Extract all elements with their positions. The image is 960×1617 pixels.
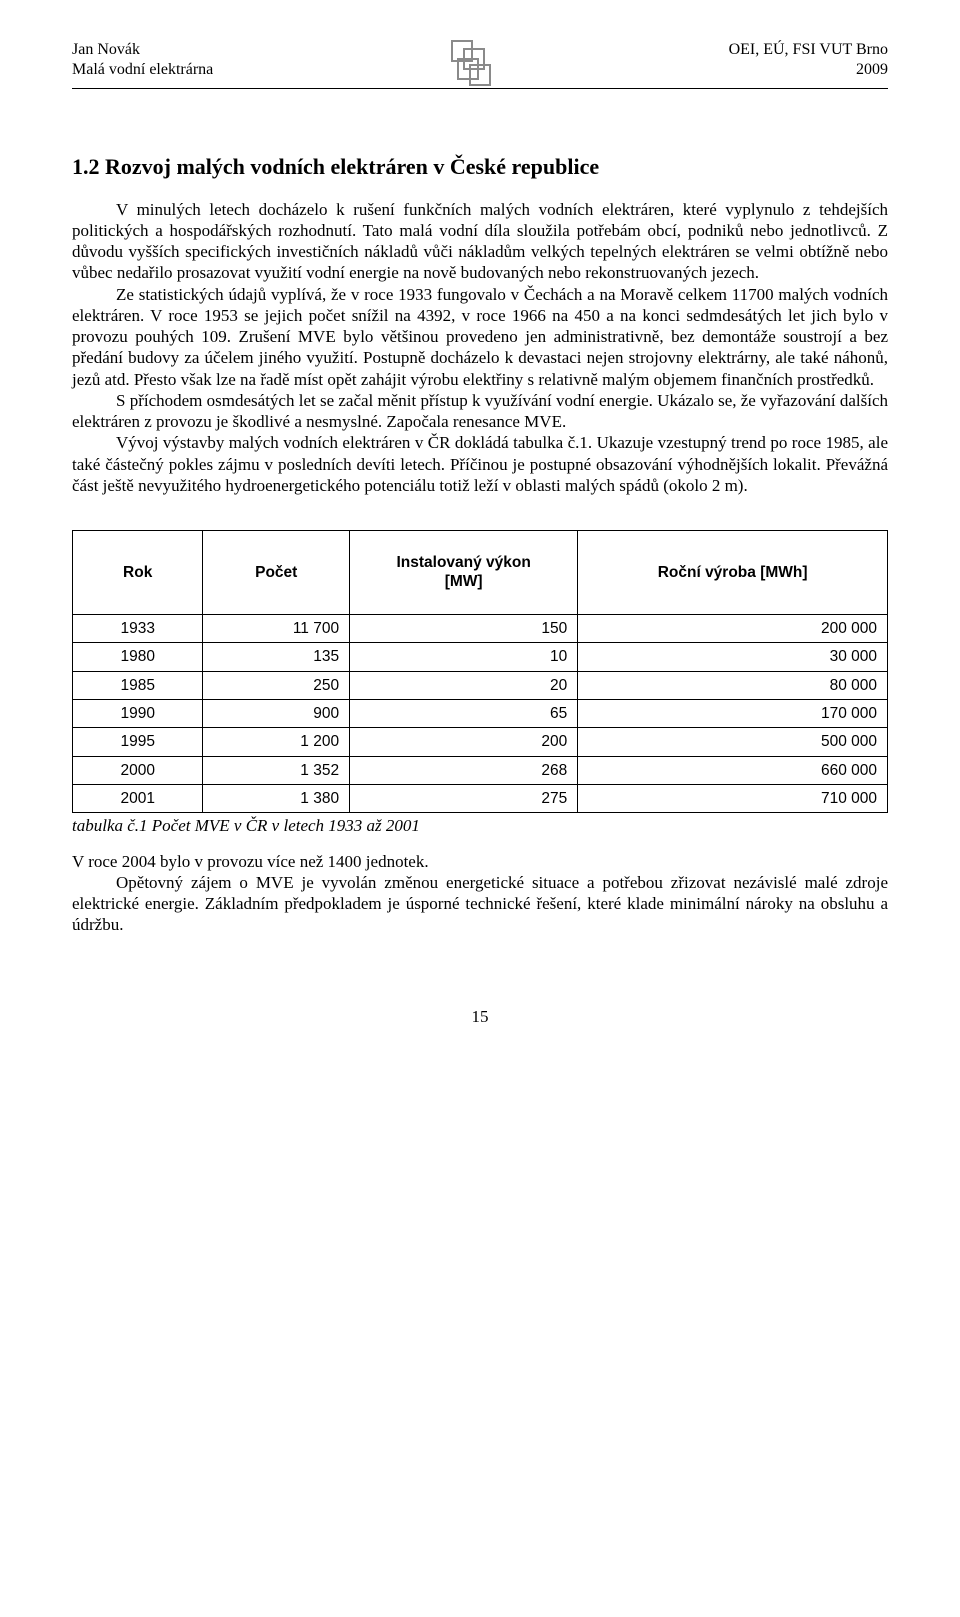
table-row: 19951 200200500 000	[73, 728, 888, 756]
table-row: 193311 700150200 000	[73, 614, 888, 642]
table-row: 20001 352268660 000	[73, 756, 888, 784]
table-cell: 1933	[73, 614, 203, 642]
table-cell: 1985	[73, 671, 203, 699]
table-cell: 80 000	[578, 671, 888, 699]
header-year: 2009	[729, 60, 888, 80]
table-cell: 660 000	[578, 756, 888, 784]
paragraph-1: V minulých letech docházelo k rušení fun…	[72, 199, 888, 284]
table-row: 19801351030 000	[73, 643, 888, 671]
table-header-cell: Počet	[203, 531, 350, 615]
table-cell: 2000	[73, 756, 203, 784]
header-title: Malá vodní elektrárna	[72, 60, 213, 80]
table-cell: 65	[350, 699, 578, 727]
header-logo	[451, 40, 491, 84]
table-cell: 275	[350, 785, 578, 813]
table-cell: 1 352	[203, 756, 350, 784]
table-cell: 135	[203, 643, 350, 671]
after-table-line: V roce 2004 bylo v provozu více než 1400…	[72, 851, 888, 872]
table-head: RokPočetInstalovaný výkon[MW]Roční výrob…	[73, 531, 888, 615]
table-cell: 1980	[73, 643, 203, 671]
table-row: 199090065170 000	[73, 699, 888, 727]
table-body: 193311 700150200 00019801351030 00019852…	[73, 614, 888, 813]
header-author: Jan Novák	[72, 40, 213, 60]
header-institution: OEI, EÚ, FSI VUT Brno	[729, 40, 888, 60]
mve-table: RokPočetInstalovaný výkon[MW]Roční výrob…	[72, 530, 888, 813]
table-cell: 200	[350, 728, 578, 756]
table-cell: 1 200	[203, 728, 350, 756]
table-cell: 710 000	[578, 785, 888, 813]
table-caption: tabulka č.1 Počet MVE v ČR v letech 1933…	[72, 815, 888, 836]
section-heading: 1.2 Rozvoj malých vodních elektráren v Č…	[72, 153, 888, 181]
page-header: Jan Novák Malá vodní elektrárna OEI, EÚ,…	[72, 40, 888, 89]
fsi-logo-icon	[451, 40, 491, 84]
paragraph-3: S příchodem osmdesátých let se začal měn…	[72, 390, 888, 433]
table-cell: 11 700	[203, 614, 350, 642]
table-cell: 20	[350, 671, 578, 699]
table-row: 20011 380275710 000	[73, 785, 888, 813]
table-cell: 200 000	[578, 614, 888, 642]
paragraph-5: Opětovný zájem o MVE je vyvolán změnou e…	[72, 872, 888, 936]
table-cell: 2001	[73, 785, 203, 813]
table-cell: 1 380	[203, 785, 350, 813]
table-cell: 1995	[73, 728, 203, 756]
table-cell: 170 000	[578, 699, 888, 727]
table-header-cell: Roční výroba [MWh]	[578, 531, 888, 615]
table-cell: 30 000	[578, 643, 888, 671]
table-cell: 150	[350, 614, 578, 642]
header-left: Jan Novák Malá vodní elektrárna	[72, 40, 213, 80]
table-cell: 900	[203, 699, 350, 727]
table-cell: 10	[350, 643, 578, 671]
table-cell: 1990	[73, 699, 203, 727]
paragraph-2: Ze statistických údajů vyplívá, že v roc…	[72, 284, 888, 390]
table-cell: 500 000	[578, 728, 888, 756]
table-cell: 250	[203, 671, 350, 699]
table-header-cell: Rok	[73, 531, 203, 615]
header-right: OEI, EÚ, FSI VUT Brno 2009	[729, 40, 888, 80]
page-number: 15	[72, 1006, 888, 1027]
table-cell: 268	[350, 756, 578, 784]
paragraph-4: Vývoj výstavby malých vodních elektráren…	[72, 432, 888, 496]
table-row: 19852502080 000	[73, 671, 888, 699]
table-header-cell: Instalovaný výkon[MW]	[350, 531, 578, 615]
